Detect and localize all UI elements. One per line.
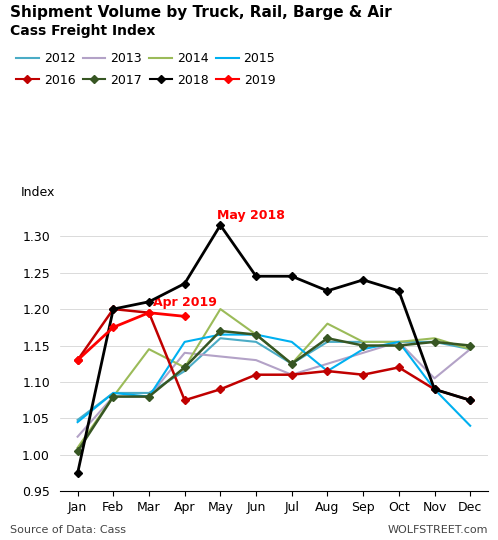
Text: WOLFSTREET.com: WOLFSTREET.com [387,524,488,535]
Legend: 2016, 2017, 2018, 2019: 2016, 2017, 2018, 2019 [16,74,275,87]
Text: Source of Data: Cass: Source of Data: Cass [10,524,126,535]
Text: Cass Freight Index: Cass Freight Index [10,24,155,38]
Text: Apr 2019: Apr 2019 [152,296,217,309]
Legend: 2012, 2013, 2014, 2015: 2012, 2013, 2014, 2015 [16,52,275,65]
Text: Index: Index [21,186,56,199]
Text: Shipment Volume by Truck, Rail, Barge & Air: Shipment Volume by Truck, Rail, Barge & … [10,5,392,21]
Text: May 2018: May 2018 [217,208,285,221]
